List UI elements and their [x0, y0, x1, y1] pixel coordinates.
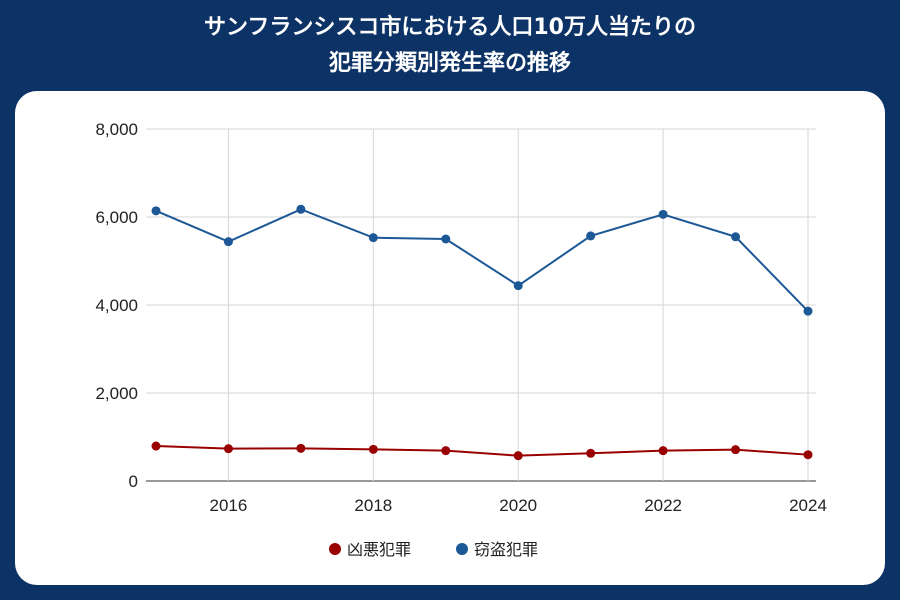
- x-tick-label: 2016: [210, 496, 248, 515]
- x-tick-label: 2024: [789, 496, 827, 515]
- legend-marker: [329, 543, 341, 555]
- data-point: [803, 450, 813, 460]
- y-tick-label: 2,000: [95, 384, 138, 403]
- data-point: [658, 209, 668, 219]
- data-point: [513, 451, 523, 461]
- data-point: [441, 234, 451, 244]
- data-point: [296, 204, 306, 214]
- data-point: [296, 443, 306, 453]
- legend-label: 凶悪犯罪: [347, 540, 411, 559]
- x-tick-label: 2018: [354, 496, 392, 515]
- data-point: [803, 306, 813, 316]
- y-tick-label: 8,000: [95, 120, 138, 139]
- data-point: [586, 231, 596, 241]
- series-line-1: [155, 208, 809, 312]
- series-line-0: [155, 445, 809, 457]
- data-point: [151, 441, 161, 451]
- title-line-1: サンフランシスコ市における人口10万人当たりの: [204, 15, 696, 40]
- chart-card: [15, 91, 885, 585]
- data-point: [368, 233, 378, 243]
- data-point: [658, 446, 668, 456]
- legend-marker: [456, 543, 468, 555]
- y-tick-label: 4,000: [95, 296, 138, 315]
- x-tick-label: 2022: [644, 496, 682, 515]
- y-tick-label: 0: [129, 472, 138, 491]
- data-point: [223, 237, 233, 247]
- y-tick-label: 6,000: [95, 208, 138, 227]
- x-tick-label: 2020: [499, 496, 537, 515]
- data-point: [441, 446, 451, 456]
- data-point: [223, 444, 233, 454]
- data-point: [513, 281, 523, 291]
- data-point: [586, 448, 596, 458]
- chart-title: サンフランシスコ市における人口10万人当たりの 犯罪分類別発生率の推移: [0, 10, 900, 82]
- data-point: [731, 232, 741, 242]
- data-point: [731, 445, 741, 455]
- legend-label: 窃盗犯罪: [474, 540, 538, 559]
- data-point: [151, 206, 161, 216]
- data-point: [368, 444, 378, 454]
- title-line-2: 犯罪分類別発生率の推移: [328, 51, 571, 76]
